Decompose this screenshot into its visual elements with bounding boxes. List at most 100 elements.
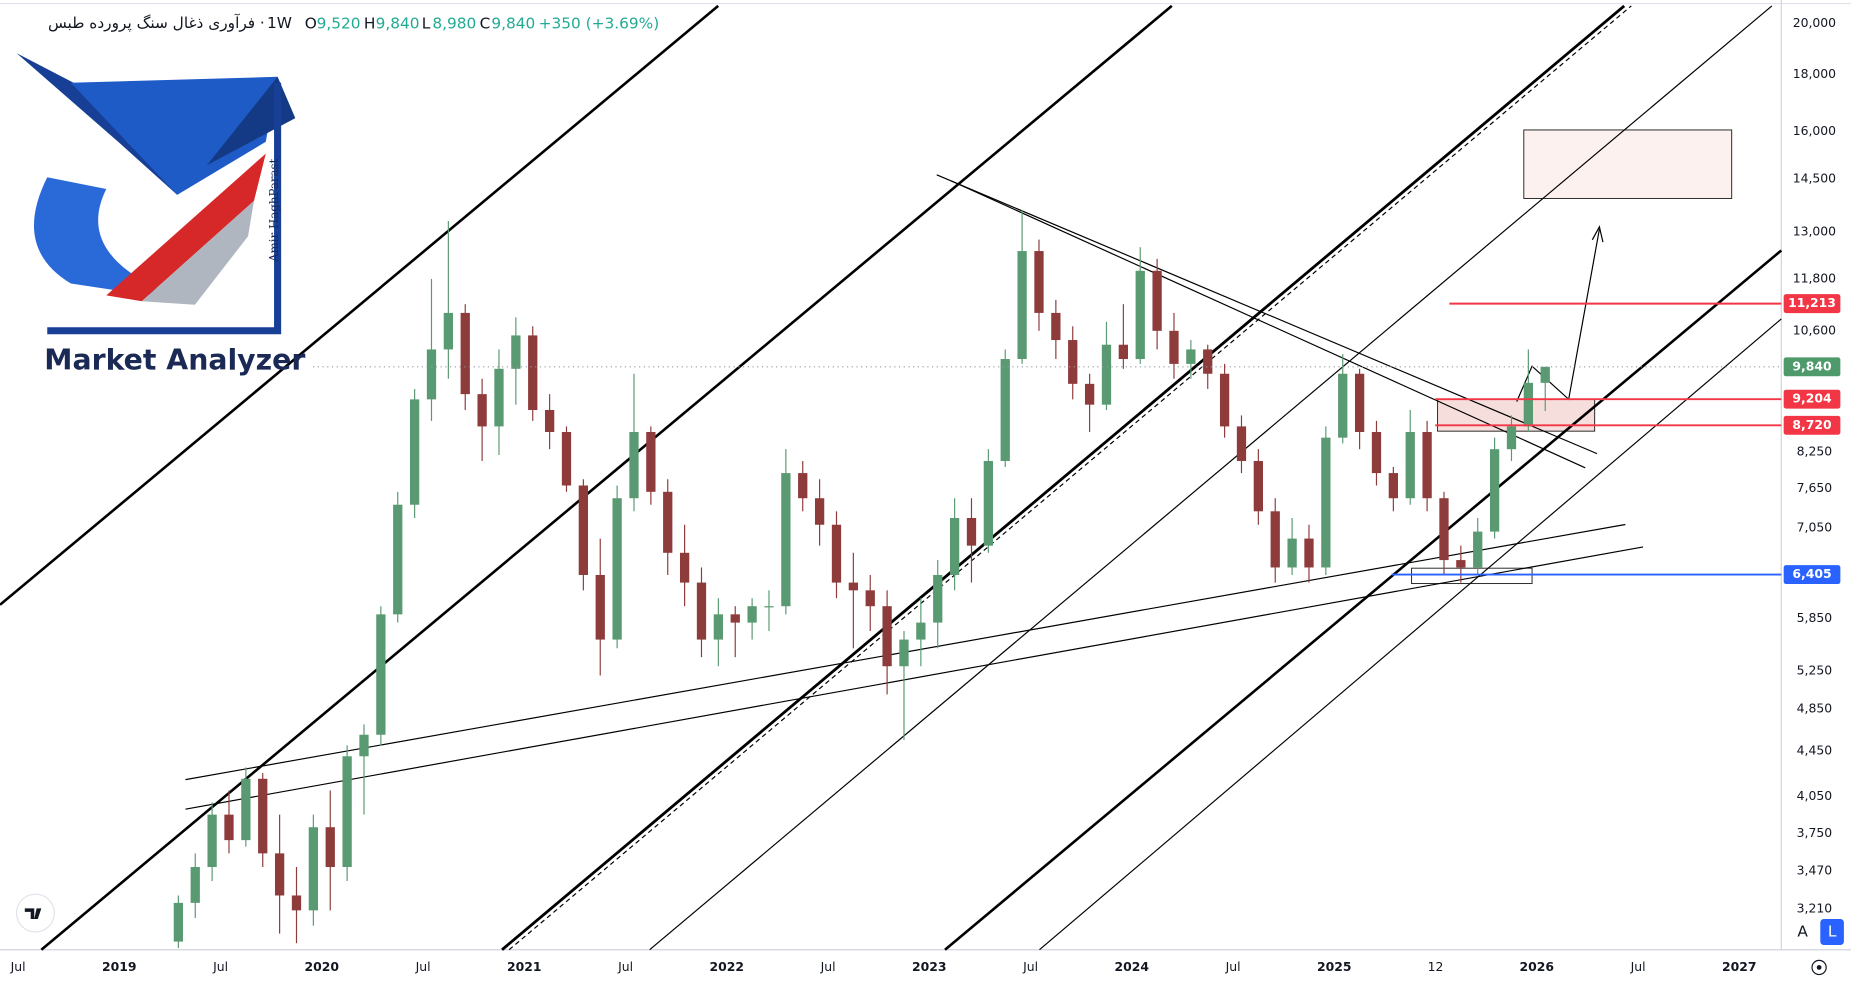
x-tick-label: Jul	[1022, 959, 1038, 974]
x-tick-label: Jul	[1225, 959, 1241, 974]
candle-body	[190, 867, 200, 903]
candle-body	[983, 460, 993, 546]
y-tick-label: 3,470	[1797, 863, 1833, 878]
channel-line	[40, 4, 1173, 951]
x-tick-label: 2022	[710, 959, 745, 974]
x-tick-label: 2021	[507, 959, 542, 974]
candle-body	[1405, 432, 1415, 499]
candle-body	[713, 614, 724, 640]
y-tick-label: 3,750	[1797, 825, 1833, 840]
candle-body	[1388, 473, 1398, 499]
candle-body	[730, 614, 740, 623]
header: فرآوری ذغال سنگ پرورده طبس · 1W O9,520 H…	[48, 13, 659, 33]
candle-body	[241, 778, 251, 841]
logo-swoosh	[141, 200, 254, 305]
candle-body	[865, 590, 875, 607]
price-tag	[1783, 415, 1841, 435]
candle-body	[443, 312, 454, 350]
candle-body	[460, 312, 470, 395]
candle-body	[258, 778, 268, 854]
separator: ·	[260, 14, 265, 32]
candle-body	[359, 734, 369, 757]
ohlc-value: 9,840	[376, 14, 420, 32]
change: +350 (+3.69%)	[539, 14, 660, 32]
trend-line	[936, 174, 1598, 455]
ohlc-value: 8,980	[432, 14, 476, 32]
tv-logo-circle	[15, 893, 55, 933]
y-tick-label: 16,000	[1793, 123, 1836, 138]
candle-body	[1236, 426, 1247, 461]
y-tick-label: 8,250	[1797, 444, 1833, 459]
price-tag-label: 9,204	[1792, 391, 1832, 406]
candle-body	[612, 498, 622, 640]
y-tick-label: 4,450	[1797, 742, 1833, 757]
candle-body	[798, 473, 808, 499]
x-tick-label: Jul	[10, 959, 26, 974]
candle-body	[814, 498, 825, 525]
candle-body	[173, 902, 184, 942]
candle-body	[1017, 251, 1027, 360]
y-tick-label: 3,210	[1797, 900, 1833, 915]
candle-body	[528, 335, 538, 411]
candle-body	[679, 552, 690, 583]
y-tick-label: 20,000	[1793, 15, 1836, 30]
y-tick-label: 7,050	[1797, 520, 1833, 535]
logo-swoosh	[106, 153, 266, 302]
symbol-name: فرآوری ذغال سنگ پرورده طبس	[48, 13, 255, 33]
candle-body	[1000, 359, 1010, 461]
candle-body	[1253, 460, 1263, 512]
candle-body	[966, 517, 977, 546]
candle-body	[1169, 330, 1179, 364]
logo: Market Analyzer Amir HaghParast	[16, 53, 305, 376]
candle-body	[899, 639, 909, 667]
candle-body	[1068, 340, 1078, 384]
tv-logo	[15, 893, 55, 933]
y-tick-label: 5,250	[1797, 662, 1833, 677]
settings-icon	[1816, 965, 1822, 970]
log-scale-button-bg[interactable]	[1820, 919, 1844, 946]
channel-line-dashed	[508, 5, 1632, 951]
candle-body	[207, 814, 217, 868]
candle-body	[342, 756, 352, 868]
price-tag	[1783, 294, 1841, 314]
logo-title: Market Analyzer	[44, 343, 305, 376]
logo-author: Amir HaghParast	[267, 158, 281, 263]
support-box	[1411, 567, 1533, 585]
log-scale-button[interactable]: L	[1828, 923, 1837, 941]
candle-body	[949, 517, 960, 575]
settings-button[interactable]	[1811, 959, 1827, 976]
candle-body	[1338, 373, 1348, 438]
ohlc-label: H	[364, 14, 376, 32]
auto-scale-button[interactable]: A	[1797, 923, 1808, 941]
y-tick-label: 13,000	[1793, 224, 1836, 239]
price-tag-label: 11,213	[1788, 295, 1836, 310]
candle-body	[578, 485, 589, 575]
candle-body	[1304, 538, 1314, 568]
candle-body	[1101, 344, 1112, 405]
candle-body	[595, 574, 605, 640]
candle-body	[747, 606, 757, 623]
ohlc-value: 9,520	[317, 14, 361, 32]
channel-line	[1039, 318, 1782, 951]
candle-body	[291, 895, 302, 911]
candle-body	[1354, 373, 1365, 433]
candle-body	[409, 399, 420, 505]
candle-body	[1152, 270, 1162, 331]
logo-frame	[47, 82, 282, 335]
candle-body	[1473, 531, 1483, 568]
candle-body	[1219, 373, 1230, 427]
candle-body	[1456, 560, 1466, 568]
price-tag-label: 6,405	[1792, 566, 1831, 581]
candle-body	[274, 853, 285, 896]
x-tick-label: Jul	[415, 959, 431, 974]
price-lines: 11,213 9,840 9,204 8,720 6,405	[313, 294, 1841, 585]
candle-body	[393, 504, 403, 615]
target-box	[1523, 129, 1733, 199]
x-tick-label: 2023	[912, 959, 947, 974]
candle-body	[696, 582, 707, 640]
candle-body	[224, 814, 234, 841]
price-tag-label: 9,840	[1792, 358, 1832, 373]
candle-body	[1203, 349, 1213, 374]
price-tag	[1783, 357, 1841, 377]
